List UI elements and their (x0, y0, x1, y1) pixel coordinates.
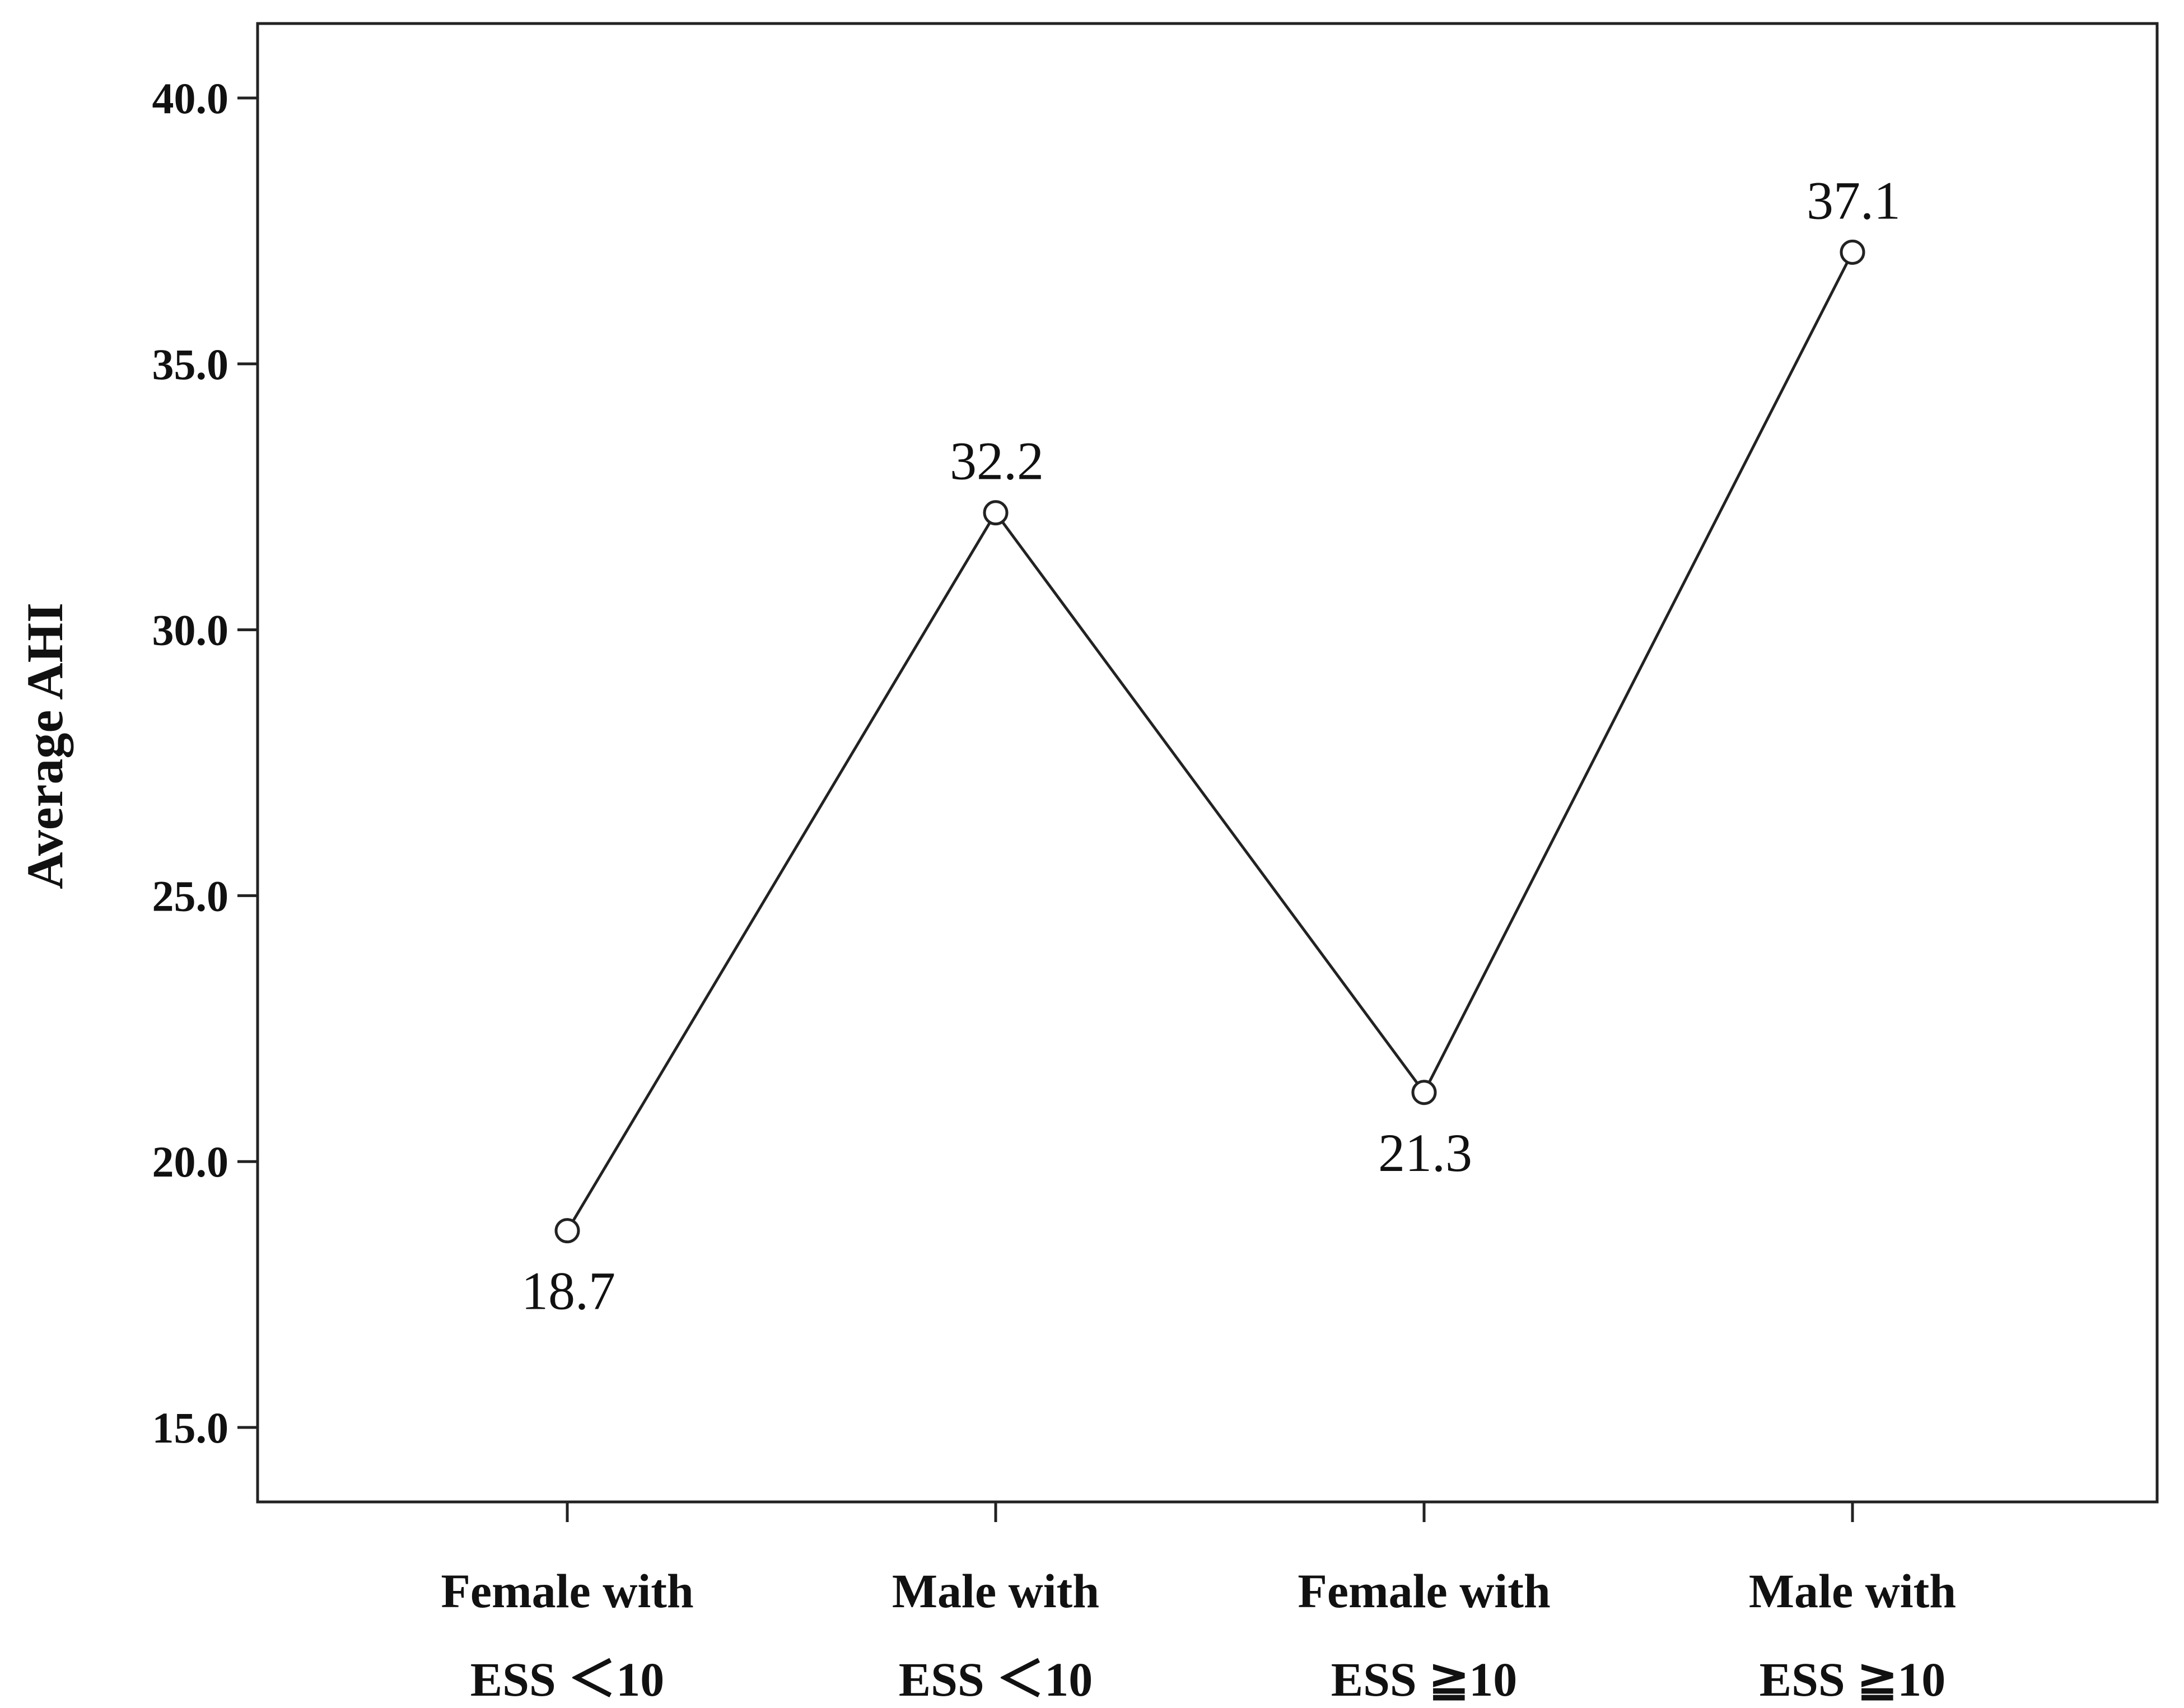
data-label: 32.2 (950, 431, 1044, 491)
x-tick-label-line: ESS ≧10 (1760, 1653, 1946, 1706)
data-label-group: 18.7 32.2 21.3 37.1 (521, 170, 1901, 1320)
x-tick-label: Female with ESS ＜10 (441, 1564, 693, 1706)
y-axis-title: Average AHI (16, 603, 73, 889)
x-tick-label-line: Female with (441, 1564, 693, 1618)
series-group (554, 239, 1865, 1244)
plot-area-frame (256, 22, 2159, 1504)
x-tick-label-line: Female with (1298, 1564, 1550, 1618)
x-tick-label: Female with ESS ≧10 (1298, 1564, 1550, 1706)
x-tick-label-line: ESS ＜10 (899, 1653, 1093, 1706)
data-point-marker (554, 1218, 580, 1244)
y-tick-label: 35.0 (152, 340, 229, 389)
y-axis: 15.0 20.0 25.0 30.0 35.0 40.0 (152, 74, 258, 1452)
data-label: 21.3 (1378, 1123, 1472, 1183)
x-tick-label: Male with ESS ＜10 (892, 1564, 1099, 1706)
data-label: 18.7 (521, 1261, 615, 1321)
y-tick-label: 30.0 (152, 606, 229, 655)
data-point-marker (1411, 1080, 1437, 1105)
x-tick-label-line: ESS ≧10 (1331, 1653, 1518, 1706)
y-tick-label: 40.0 (152, 74, 229, 123)
y-tick-label: 15.0 (152, 1403, 229, 1452)
data-point-marker (983, 500, 1009, 526)
x-tick-label: Male with ESS ≧10 (1749, 1564, 1956, 1706)
x-tick-label-line: Male with (1749, 1564, 1956, 1618)
y-tick-label: 25.0 (152, 871, 229, 920)
data-label: 37.1 (1807, 170, 1901, 230)
y-tick-label: 20.0 (152, 1137, 229, 1186)
x-tick-label-line: ESS ＜10 (470, 1653, 665, 1706)
x-tick-label-line: Male with (892, 1564, 1099, 1618)
series-line (566, 251, 1854, 1231)
data-point-marker (1840, 239, 1865, 265)
